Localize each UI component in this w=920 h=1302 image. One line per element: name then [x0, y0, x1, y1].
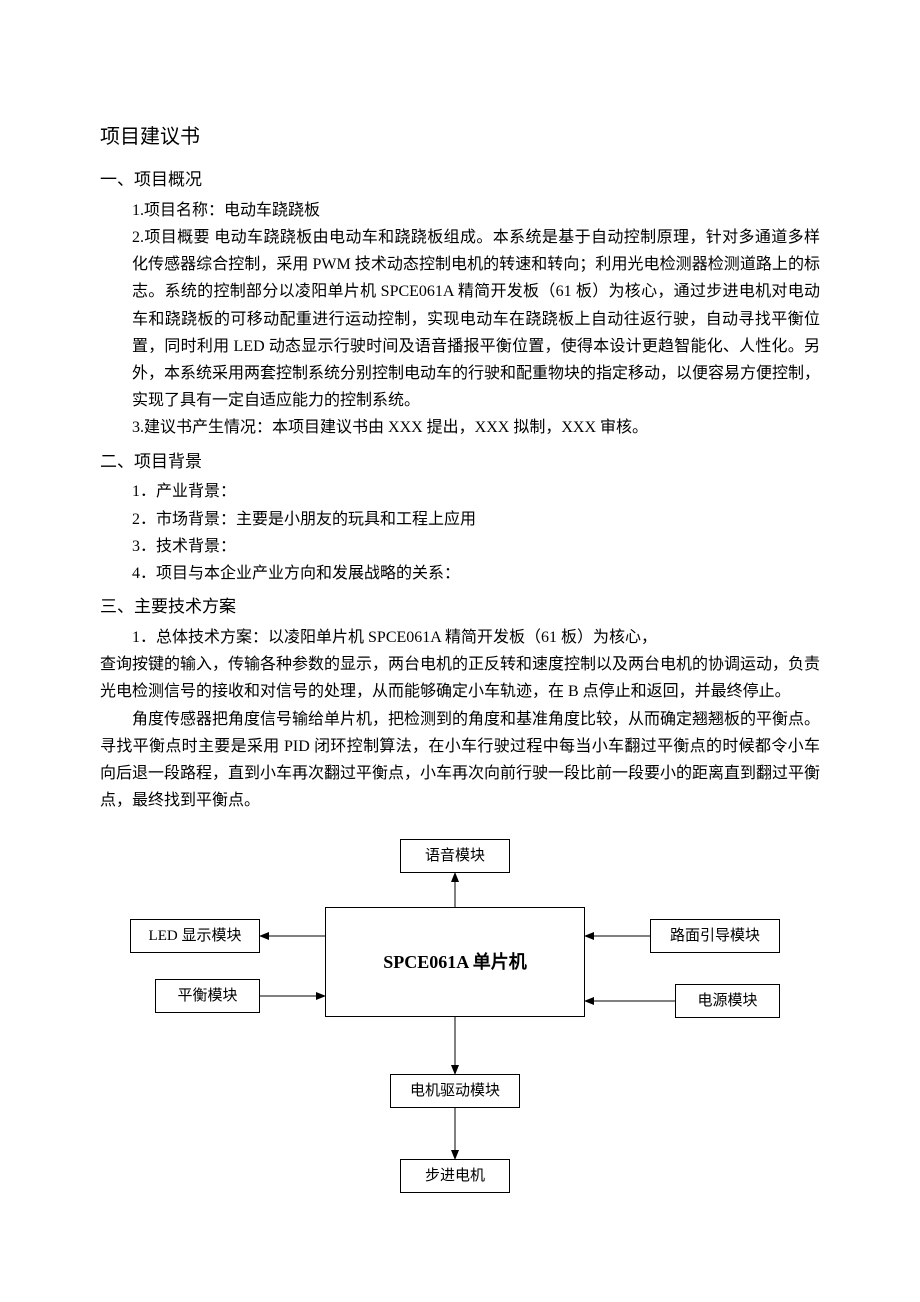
item-label: 市场背景： — [156, 511, 236, 528]
item-num: 1. — [132, 202, 144, 219]
item-label: 项目名称： — [144, 202, 224, 219]
item-label: 建议书产生情况： — [144, 419, 272, 436]
diagram-node-road: 路面引导模块 — [650, 919, 780, 953]
item-label: 项目与本企业产业方向和发展战略的关系： — [156, 565, 460, 582]
diagram-node-led: LED 显示模块 — [130, 919, 260, 953]
item-text: 主要是小朋友的玩具和工程上应用 — [236, 511, 476, 528]
section-2-item-2: 2．市场背景：主要是小朋友的玩具和工程上应用 — [100, 506, 820, 533]
section-1-item-2: 2.项目概要 电动车跷跷板由电动车和跷跷板组成。本系统是基于自动控制原理，针对多… — [100, 224, 820, 414]
diagram-node-balance: 平衡模块 — [155, 979, 260, 1013]
item-label: 产业背景： — [156, 483, 236, 500]
item-num: 3. — [132, 419, 144, 436]
section-2-item-4: 4．项目与本企业产业方向和发展战略的关系： — [100, 560, 820, 587]
section-3-para-1: 查询按键的输入，传输各种参数的显示，两台电机的正反转和速度控制以及两台电机的协调… — [100, 651, 820, 705]
item-num: 1． — [132, 629, 156, 646]
section-3-intro: 1．总体技术方案：以凌阳单片机 SPCE061A 精简开发板（61 板）为核心， — [100, 624, 820, 651]
section-heading-1: 一、项目概况 — [100, 166, 820, 195]
diagram-node-power: 电源模块 — [675, 984, 780, 1018]
item-num: 1． — [132, 483, 156, 500]
item-label: 项目概要 — [144, 229, 210, 246]
diagram-node-stepper: 步进电机 — [400, 1159, 510, 1193]
item-text: 本项目建议书由 XXX 提出，XXX 拟制，XXX 审核。 — [272, 419, 648, 436]
item-num: 2． — [132, 511, 156, 528]
section-1-item-3: 3.建议书产生情况：本项目建议书由 XXX 提出，XXX 拟制，XXX 审核。 — [100, 414, 820, 441]
section-2-item-3: 3．技术背景： — [100, 533, 820, 560]
item-text: 以凌阳单片机 SPCE061A 精简开发板（61 板）为核心， — [268, 629, 657, 646]
diagram-node-voice: 语音模块 — [400, 839, 510, 873]
document-title: 项目建议书 — [100, 120, 820, 154]
section-heading-3: 三、主要技术方案 — [100, 593, 820, 622]
item-label: 技术背景： — [156, 538, 236, 555]
diagram-node-central: SPCE061A 单片机 — [325, 907, 585, 1017]
section-1-item-1: 1.项目名称：电动车跷跷板 — [100, 197, 820, 224]
system-block-diagram: 语音模块 LED 显示模块平衡模块 SPCE061A 单片机 路面引导模块电源模块电机… — [100, 839, 820, 1229]
diagram-node-motor_drv: 电机驱动模块 — [390, 1074, 520, 1108]
item-num: 3． — [132, 538, 156, 555]
section-heading-2: 二、项目背景 — [100, 448, 820, 477]
section-2-item-1: 1．产业背景： — [100, 478, 820, 505]
item-label: 总体技术方案： — [156, 629, 268, 646]
item-text: 电动车跷跷板 — [224, 202, 320, 219]
item-text: 电动车跷跷板由电动车和跷跷板组成。本系统是基于自动控制原理，针对多通道多样化传感… — [132, 229, 820, 409]
item-num: 2. — [132, 229, 144, 246]
item-num: 4． — [132, 565, 156, 582]
section-3-para-2: 角度传感器把角度信号输给单片机，把检测到的角度和基准角度比较，从而确定翘翘板的平… — [100, 706, 820, 815]
